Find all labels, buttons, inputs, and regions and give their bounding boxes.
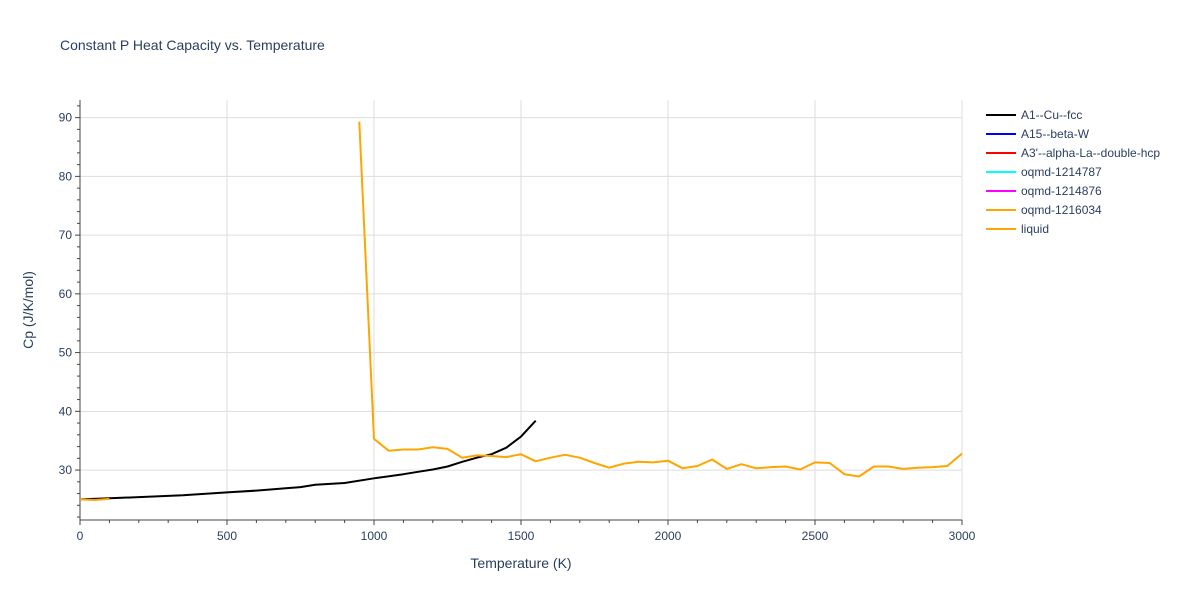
x-tick-label: 2000 (655, 529, 682, 543)
grid-lines (80, 100, 963, 520)
legend-label: oqmd-1216034 (1021, 203, 1102, 217)
legend-item[interactable]: liquid (986, 222, 1049, 236)
x-tick-label: 3000 (949, 529, 976, 543)
axes (75, 100, 963, 525)
y-tick-label: 50 (59, 346, 73, 360)
legend-label: oqmd-1214787 (1021, 165, 1102, 179)
y-tick-label: 30 (59, 463, 73, 477)
x-tick-label: 2500 (802, 529, 829, 543)
legend-label: A3'--alpha-La--double-hcp (1021, 146, 1160, 160)
legend-item[interactable]: oqmd-1216034 (986, 203, 1102, 217)
series-line-6[interactable] (358, 121, 963, 478)
y-tick-label: 90 (59, 111, 73, 125)
y-tick-label: 40 (59, 404, 73, 418)
x-tick-label: 0 (77, 529, 84, 543)
legend-item[interactable]: oqmd-1214787 (986, 165, 1102, 179)
legend-item[interactable]: oqmd-1214876 (986, 184, 1102, 198)
x-tick-label: 1000 (361, 529, 388, 543)
legend: A1--Cu--fcc A15--beta-W A3'--alpha-La--dou… (986, 108, 1160, 236)
legend-item[interactable]: A1--Cu--fcc (986, 108, 1082, 122)
legend-label: A15--beta-W (1021, 127, 1090, 141)
plot-area[interactable] (79, 121, 963, 501)
tick-labels: 0 500 1000 1500 2000 2500 3000 30 40 50 60 70 80 90 (59, 111, 976, 543)
legend-item[interactable]: A15--beta-W (986, 127, 1090, 141)
x-axis-label: Temperature (K) (470, 555, 571, 571)
legend-label: liquid (1021, 222, 1049, 236)
legend-label: A1--Cu--fcc (1021, 108, 1082, 122)
series-line-5[interactable] (79, 497, 110, 501)
y-tick-label: 70 (59, 228, 73, 242)
x-tick-label: 1500 (508, 529, 535, 543)
series-line-0[interactable] (79, 420, 537, 501)
x-tick-label: 500 (217, 529, 237, 543)
y-tick-label: 80 (59, 169, 73, 183)
legend-label: oqmd-1214876 (1021, 184, 1102, 198)
y-tick-label: 60 (59, 287, 73, 301)
y-axis-label: Cp (J/K/mol) (20, 271, 36, 349)
legend-item[interactable]: A3'--alpha-La--double-hcp (986, 146, 1160, 160)
chart-title: Constant P Heat Capacity vs. Temperature (60, 37, 325, 53)
